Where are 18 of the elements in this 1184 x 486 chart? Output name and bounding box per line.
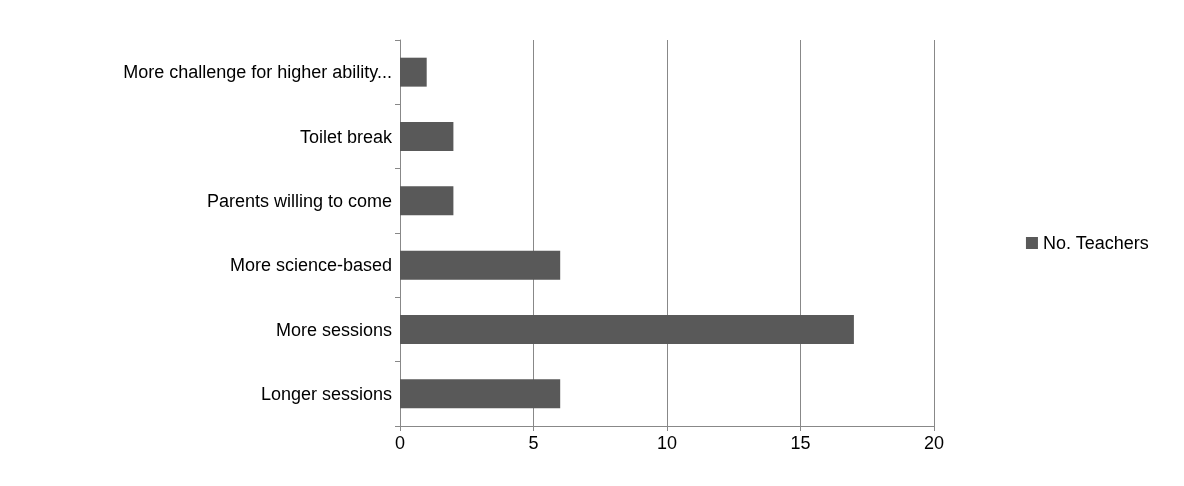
x-tick-label: 20: [923, 433, 945, 453]
x-tick-label: 0: [394, 433, 406, 453]
y-tick-label: Toilet break: [299, 126, 393, 147]
y-tick-label: Parents willing to come: [206, 190, 392, 211]
y-tick-label: More sessions: [275, 319, 392, 340]
bar: [400, 250, 561, 280]
bar: [400, 122, 454, 151]
y-tick-label: More challenge for higher ability...: [123, 62, 392, 83]
bar: [400, 315, 854, 344]
y-tick-label: Longer sessions: [260, 383, 392, 404]
bar: [400, 57, 427, 87]
y-tick-label: More science-based: [229, 255, 392, 276]
bar: [400, 379, 561, 409]
x-tick-label: 15: [790, 433, 811, 453]
x-tick-label: 5: [528, 433, 539, 453]
x-tick-label: 10: [656, 433, 678, 453]
legend-label: No. Teachers: [1042, 233, 1149, 253]
bar: [400, 186, 454, 216]
